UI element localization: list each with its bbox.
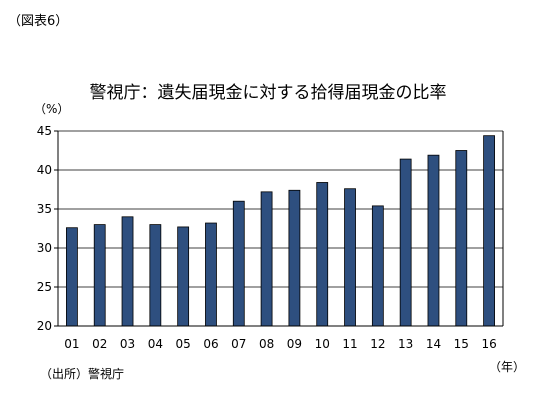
x-tick-label: 13	[398, 337, 413, 351]
y-tick-label: 25	[37, 280, 52, 294]
x-tick-label: 05	[176, 337, 191, 351]
bar	[399, 158, 412, 327]
x-tick-label: 02	[92, 337, 107, 351]
y-axis-unit-label: （%）	[34, 102, 70, 116]
bar	[455, 150, 468, 327]
figure-label: （図表6）	[8, 14, 69, 29]
x-tick-label: 15	[454, 337, 469, 351]
bar	[483, 135, 495, 327]
x-tick-label: 10	[315, 337, 330, 351]
axes	[54, 130, 504, 327]
y-tick-label: 40	[37, 163, 52, 177]
x-axis-unit-label: （年）	[489, 360, 526, 374]
bar	[344, 188, 356, 327]
bar	[93, 224, 106, 327]
x-tick-label: 11	[342, 337, 357, 351]
x-tick-label: 08	[259, 337, 274, 351]
x-tick-label: 06	[203, 337, 218, 351]
bar	[427, 154, 440, 327]
bar	[371, 205, 384, 327]
chart-title: 警視庁：遺失届現金に対する拾得届現金の比率	[89, 83, 447, 103]
x-tick-label: 16	[481, 337, 496, 351]
x-tick-label: 01	[64, 337, 79, 351]
source-note: （出所）警視庁	[40, 367, 125, 381]
x-tick-label: 04	[148, 337, 163, 351]
bar	[260, 191, 273, 327]
x-tick-labels: 01 02 03 04 05 06 07 08 09 10 11 12 13 14 15 16	[64, 337, 496, 351]
x-tick-label: 14	[426, 337, 441, 351]
y-tick-label: 20	[37, 319, 52, 333]
bar	[232, 200, 245, 327]
bar	[149, 224, 162, 327]
bar	[177, 226, 190, 327]
y-tick-labels: 20 25 30 35 40 45	[37, 124, 52, 333]
x-tick-label: 03	[120, 337, 135, 351]
x-tick-label: 07	[231, 337, 246, 351]
bar	[288, 189, 301, 327]
bar	[316, 182, 329, 327]
bar	[121, 216, 134, 327]
y-tick-label: 45	[37, 124, 52, 138]
bars	[66, 135, 495, 327]
bar	[205, 222, 217, 327]
bar	[66, 227, 78, 327]
y-tick-label: 30	[37, 241, 52, 255]
x-tick-label: 12	[370, 337, 385, 351]
x-tick-label: 09	[287, 337, 302, 351]
y-tick-label: 35	[37, 202, 52, 216]
